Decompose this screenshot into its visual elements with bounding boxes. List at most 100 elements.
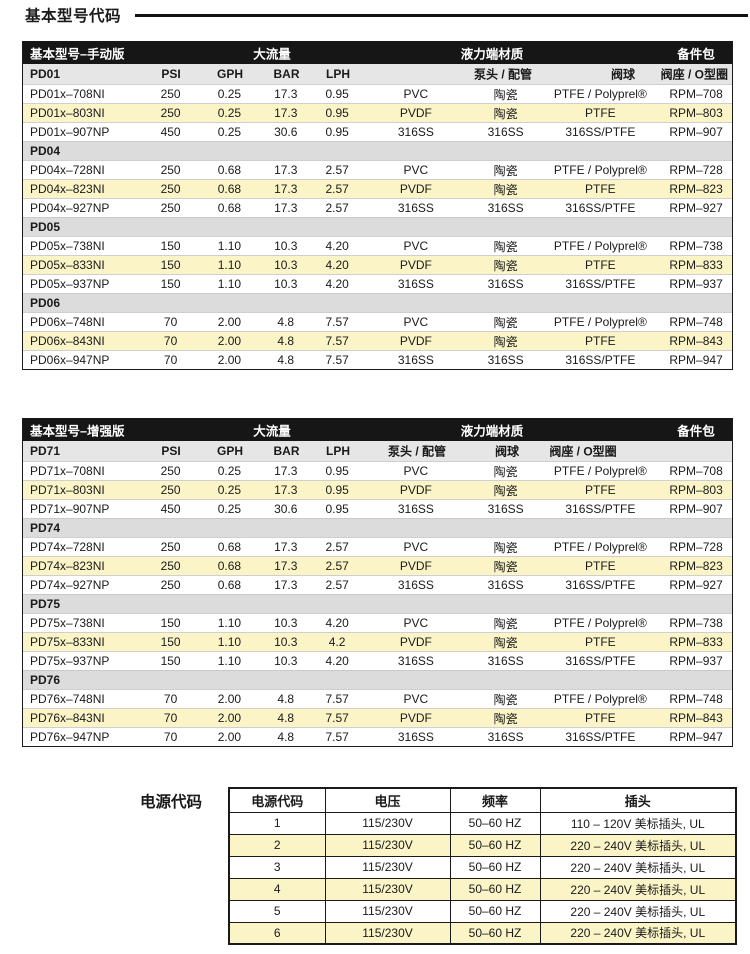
cell-model: PD74x–823NI (30, 559, 105, 573)
cell-psi: 250 (160, 540, 181, 554)
cell-model: PD01x–708NI (30, 87, 105, 101)
cell-psi: 250 (160, 483, 181, 497)
cell-valve-ball: 陶瓷 (493, 464, 518, 479)
cell-pump-head: 316SS (397, 654, 434, 668)
cell-psi: 70 (163, 730, 178, 744)
cell-bar: 4.8 (277, 353, 295, 367)
subheader-valve-seat: 阀座 / O型圈 (549, 444, 617, 459)
cell-gph: 1.10 (217, 616, 242, 630)
cell-bar: 17.3 (274, 182, 298, 196)
cell-gph: 0.68 (217, 578, 242, 592)
table-row: PD71x–708NI 250 0.25 17.3 0.95 PVC 陶瓷 PTFE / Po… (23, 461, 732, 480)
table-row: PD05x–833NI 150 1.10 10.3 4.20 PVDF 陶瓷 PTFE RPM–… (23, 255, 732, 274)
table-header-row: 基本型号–手动版 大流量 液力端材质 备件包 (23, 41, 732, 64)
table-subheader-row: PD71 PSI GPH BAR LPH 泵头 / 配管 阀球 阀座 / O型圈 (23, 441, 732, 461)
cell-gph: 2.00 (217, 353, 242, 367)
cell-valve-seat: PTFE (585, 483, 616, 497)
cell-pump-head: PVDF (399, 711, 432, 725)
cell-valve-ball: 陶瓷 (493, 163, 518, 178)
table-row: PD74x–823NI 250 0.68 17.3 2.57 PVDF 陶瓷 PTFE RPM–… (23, 556, 732, 575)
cell-valve-seat: 316SS/PTFE (565, 201, 636, 215)
table-row: PD01x–803NI 250 0.25 17.3 0.95 PVDF 陶瓷 PTFE RPM–… (23, 103, 732, 122)
power-cell: 115/230V (324, 899, 451, 923)
cell-lph: 2.57 (325, 163, 349, 177)
table-row: PD06x–947NP 70 2.00 4.8 7.57 316SS 316SS 316SS/… (23, 350, 732, 369)
power-cell: 6 (228, 921, 326, 945)
cell-psi: 70 (163, 711, 178, 725)
page-header: 基本型号代码 (25, 4, 748, 26)
cell-psi: 450 (160, 502, 181, 516)
cell-pump-head: PVDF (399, 483, 432, 497)
subheader-psi: PSI (161, 444, 181, 458)
table-row: PD76x–748NI 70 2.00 4.8 7.57 PVC 陶瓷 PTFE / Poly… (23, 689, 732, 708)
cell-valve-ball: 316SS (487, 654, 524, 668)
cell-lph: 0.95 (325, 125, 349, 139)
cell-valve-seat: PTFE (585, 711, 616, 725)
table-row: PD71x–907NP 450 0.25 30.6 0.95 316SS 316SS 316S… (23, 499, 732, 518)
header-material: 液力端材质 (460, 47, 524, 61)
cell-pump-head: 316SS (397, 125, 434, 139)
cell-valve-ball: 316SS (487, 578, 524, 592)
subheader-bar: BAR (273, 67, 300, 81)
cell-bar: 17.3 (274, 559, 298, 573)
section-row: PD75 (23, 594, 732, 613)
cell-gph: 1.10 (217, 635, 242, 649)
cell-bar: 10.3 (274, 616, 298, 630)
cell-lph: 0.95 (325, 483, 349, 497)
cell-lph: 0.95 (325, 464, 349, 478)
cell-lph: 2.57 (325, 201, 349, 215)
cell-valve-seat: PTFE / Polyprel® (553, 315, 647, 329)
subheader-gph: GPH (216, 444, 243, 458)
cell-bar: 17.3 (274, 578, 298, 592)
power-cell: 110 – 120V 美标插头, UL (539, 811, 737, 835)
cell-spare-kit: RPM–823 (669, 559, 723, 573)
cell-gph: 0.68 (217, 540, 242, 554)
cell-model: PD71x–708NI (30, 464, 105, 478)
section-row: PD04 (23, 141, 732, 160)
cell-lph: 0.95 (325, 106, 349, 120)
power-cell: 220 – 240V 美标插头, UL (539, 855, 737, 879)
cell-gph: 0.68 (217, 182, 242, 196)
power-col-header: 电压 (324, 787, 451, 813)
subheader-valve-ball: 阀球 (494, 444, 519, 459)
section-row: PD76 (23, 670, 732, 689)
subheader-pump-head: 泵头 / 配管 (473, 67, 532, 82)
cell-model: PD05x–833NI (30, 258, 105, 272)
cell-spare-kit: RPM–738 (669, 239, 723, 253)
cell-valve-ball: 316SS (487, 277, 524, 291)
cell-valve-ball: 316SS (487, 730, 524, 744)
cell-psi: 150 (160, 654, 181, 668)
cell-psi: 250 (160, 201, 181, 215)
cell-pump-head: PVDF (399, 635, 432, 649)
power-table-row: 4 115/230V 50–60 HZ 220 – 240V 美标插头, UL (228, 877, 737, 901)
cell-lph: 4.20 (325, 616, 349, 630)
cell-bar: 10.3 (274, 258, 298, 272)
cell-pump-head: PVC (403, 87, 429, 101)
cell-psi: 150 (160, 239, 181, 253)
table-row: PD76x–843NI 70 2.00 4.8 7.57 PVDF 陶瓷 PTFE RPM–84… (23, 708, 732, 727)
cell-spare-kit: RPM–833 (669, 258, 723, 272)
cell-bar: 17.3 (274, 163, 298, 177)
subheader-model: PD71 (30, 444, 61, 458)
cell-model: PD06x–843NI (30, 334, 105, 348)
cell-valve-ball: 陶瓷 (493, 258, 518, 273)
power-col-header: 电源代码 (228, 787, 326, 813)
table-row: PD06x–748NI 70 2.00 4.8 7.57 PVC 陶瓷 PTFE / Poly… (23, 312, 732, 331)
cell-gph: 0.68 (217, 559, 242, 573)
cell-valve-seat: 316SS/PTFE (565, 654, 636, 668)
cell-spare-kit: RPM–748 (669, 315, 723, 329)
cell-model: PD74x–927NP (30, 578, 110, 592)
model-table-manual: 基本型号–手动版 大流量 液力端材质 备件包 PD01 PSI GPH BAR LPH 泵头 / … (22, 41, 733, 370)
cell-valve-seat: PTFE / Polyprel® (553, 464, 647, 478)
cell-pump-head: 316SS (397, 578, 434, 592)
cell-valve-seat: PTFE (585, 182, 616, 196)
power-cell: 50–60 HZ (449, 877, 541, 901)
cell-psi: 150 (160, 258, 181, 272)
cell-bar: 4.8 (277, 315, 295, 329)
cell-spare-kit: RPM–833 (669, 635, 723, 649)
cell-gph: 0.25 (217, 483, 242, 497)
cell-valve-seat: 316SS/PTFE (565, 353, 636, 367)
cell-model: PD74x–728NI (30, 540, 105, 554)
cell-valve-ball: 316SS (487, 201, 524, 215)
header-series-name: 基本型号–增强版 (30, 424, 125, 438)
